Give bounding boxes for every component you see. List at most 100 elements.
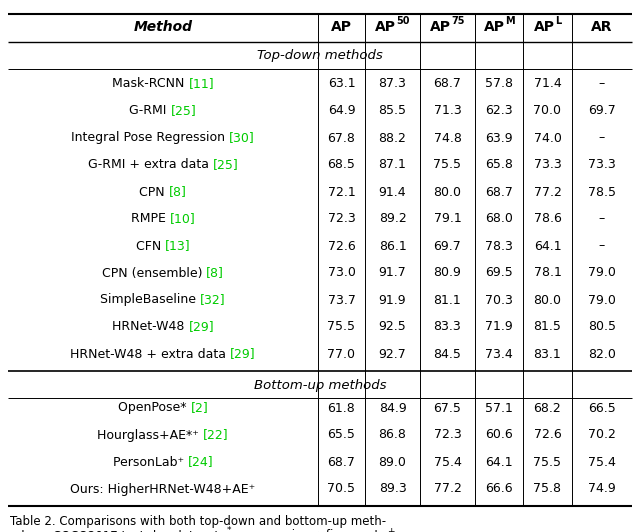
Text: 84.5: 84.5 [433,347,461,361]
Text: [32]: [32] [200,294,226,306]
Text: 86.8: 86.8 [379,428,406,442]
Text: 72.3: 72.3 [434,428,461,442]
Text: Table 2. Comparisons with both top-down and bottom-up meth-: Table 2. Comparisons with both top-down … [10,514,386,528]
Text: 73.4: 73.4 [485,347,513,361]
Text: 80.0: 80.0 [433,186,461,198]
Text: AP: AP [484,20,505,34]
Text: 74.0: 74.0 [534,131,561,145]
Text: 72.1: 72.1 [328,186,355,198]
Text: 70.3: 70.3 [485,294,513,306]
Text: 91.9: 91.9 [379,294,406,306]
Text: 63.1: 63.1 [328,78,355,90]
Text: 72.6: 72.6 [328,239,355,253]
Text: –: – [599,78,605,90]
Text: 74.9: 74.9 [588,483,616,495]
Text: 77.2: 77.2 [433,483,461,495]
Text: 68.0: 68.0 [485,212,513,226]
Text: 61.8: 61.8 [328,402,355,414]
Text: [11]: [11] [188,78,214,90]
Text: 87.3: 87.3 [379,78,406,90]
Text: [13]: [13] [165,239,191,253]
Text: [24]: [24] [188,455,213,469]
Text: 75.5: 75.5 [534,455,561,469]
Text: 71.9: 71.9 [485,320,513,334]
Text: –: – [599,239,605,253]
Text: 64.1: 64.1 [534,239,561,253]
Text: [22]: [22] [203,428,228,442]
Text: 68.7: 68.7 [328,455,355,469]
Text: 82.0: 82.0 [588,347,616,361]
Text: –: – [599,212,605,226]
Text: 75.5: 75.5 [433,159,461,171]
Text: 69.7: 69.7 [434,239,461,253]
Text: 70.2: 70.2 [588,428,616,442]
Text: AP: AP [375,20,396,34]
Text: 79.1: 79.1 [434,212,461,226]
Text: 65.5: 65.5 [328,428,355,442]
Text: 81.5: 81.5 [534,320,561,334]
Text: Ours: HigherHRNet-W48+AE⁺: Ours: HigherHRNet-W48+AE⁺ [70,483,255,495]
Text: ods on COCO2017 test-dev dataset.: ods on COCO2017 test-dev dataset. [10,529,227,532]
Text: 66.5: 66.5 [588,402,616,414]
Text: 87.1: 87.1 [379,159,406,171]
Text: 72.6: 72.6 [534,428,561,442]
Text: 70.5: 70.5 [328,483,355,495]
Text: 73.0: 73.0 [328,267,355,279]
Text: 79.0: 79.0 [588,294,616,306]
Text: OpenPose*: OpenPose* [118,402,190,414]
Text: 73.7: 73.7 [328,294,355,306]
Text: 64.1: 64.1 [485,455,513,469]
Text: 88.2: 88.2 [379,131,406,145]
Text: AP: AP [430,20,451,34]
Text: 80.5: 80.5 [588,320,616,334]
Text: 80.9: 80.9 [433,267,461,279]
Text: 66.6: 66.6 [485,483,513,495]
Text: 68.5: 68.5 [328,159,355,171]
Text: 78.3: 78.3 [485,239,513,253]
Text: [25]: [25] [212,159,238,171]
Text: M: M [505,16,515,26]
Text: 71.4: 71.4 [534,78,561,90]
Text: 78.5: 78.5 [588,186,616,198]
Text: 79.0: 79.0 [588,267,616,279]
Text: G-RMI + extra data: G-RMI + extra data [88,159,212,171]
Text: 77.0: 77.0 [328,347,355,361]
Text: 67.8: 67.8 [328,131,355,145]
Text: PersonLab⁺: PersonLab⁺ [113,455,188,469]
Text: 89.3: 89.3 [379,483,406,495]
Text: L: L [555,16,561,26]
Text: Integral Pose Regression: Integral Pose Regression [71,131,229,145]
Text: 57.1: 57.1 [485,402,513,414]
Text: 73.3: 73.3 [588,159,616,171]
Text: RMPE: RMPE [131,212,170,226]
Text: 65.8: 65.8 [485,159,513,171]
Text: 84.9: 84.9 [379,402,406,414]
Text: [8]: [8] [206,267,224,279]
Text: 92.5: 92.5 [379,320,406,334]
Text: 92.7: 92.7 [379,347,406,361]
Text: 81.1: 81.1 [434,294,461,306]
Text: 63.9: 63.9 [485,131,513,145]
Text: 75.4: 75.4 [588,455,616,469]
Text: 75.5: 75.5 [328,320,355,334]
Text: 73.3: 73.3 [534,159,561,171]
Text: [25]: [25] [171,104,196,118]
Text: AR: AR [591,20,612,34]
Text: 75: 75 [451,16,465,26]
Text: G-RMI: G-RMI [129,104,171,118]
Text: CFN: CFN [136,239,165,253]
Text: 74.8: 74.8 [433,131,461,145]
Text: *: * [227,527,231,532]
Text: –: – [599,131,605,145]
Text: [29]: [29] [230,347,256,361]
Text: 78.6: 78.6 [534,212,561,226]
Text: 68.7: 68.7 [485,186,513,198]
Text: 80.0: 80.0 [534,294,561,306]
Text: CPN (ensemble): CPN (ensemble) [102,267,206,279]
Text: [8]: [8] [169,186,187,198]
Text: 60.6: 60.6 [485,428,513,442]
Text: 71.3: 71.3 [434,104,461,118]
Text: HRNet-W48 + extra data: HRNet-W48 + extra data [70,347,230,361]
Text: Method: Method [134,20,193,34]
Text: Hourglass+AE*⁺: Hourglass+AE*⁺ [97,428,203,442]
